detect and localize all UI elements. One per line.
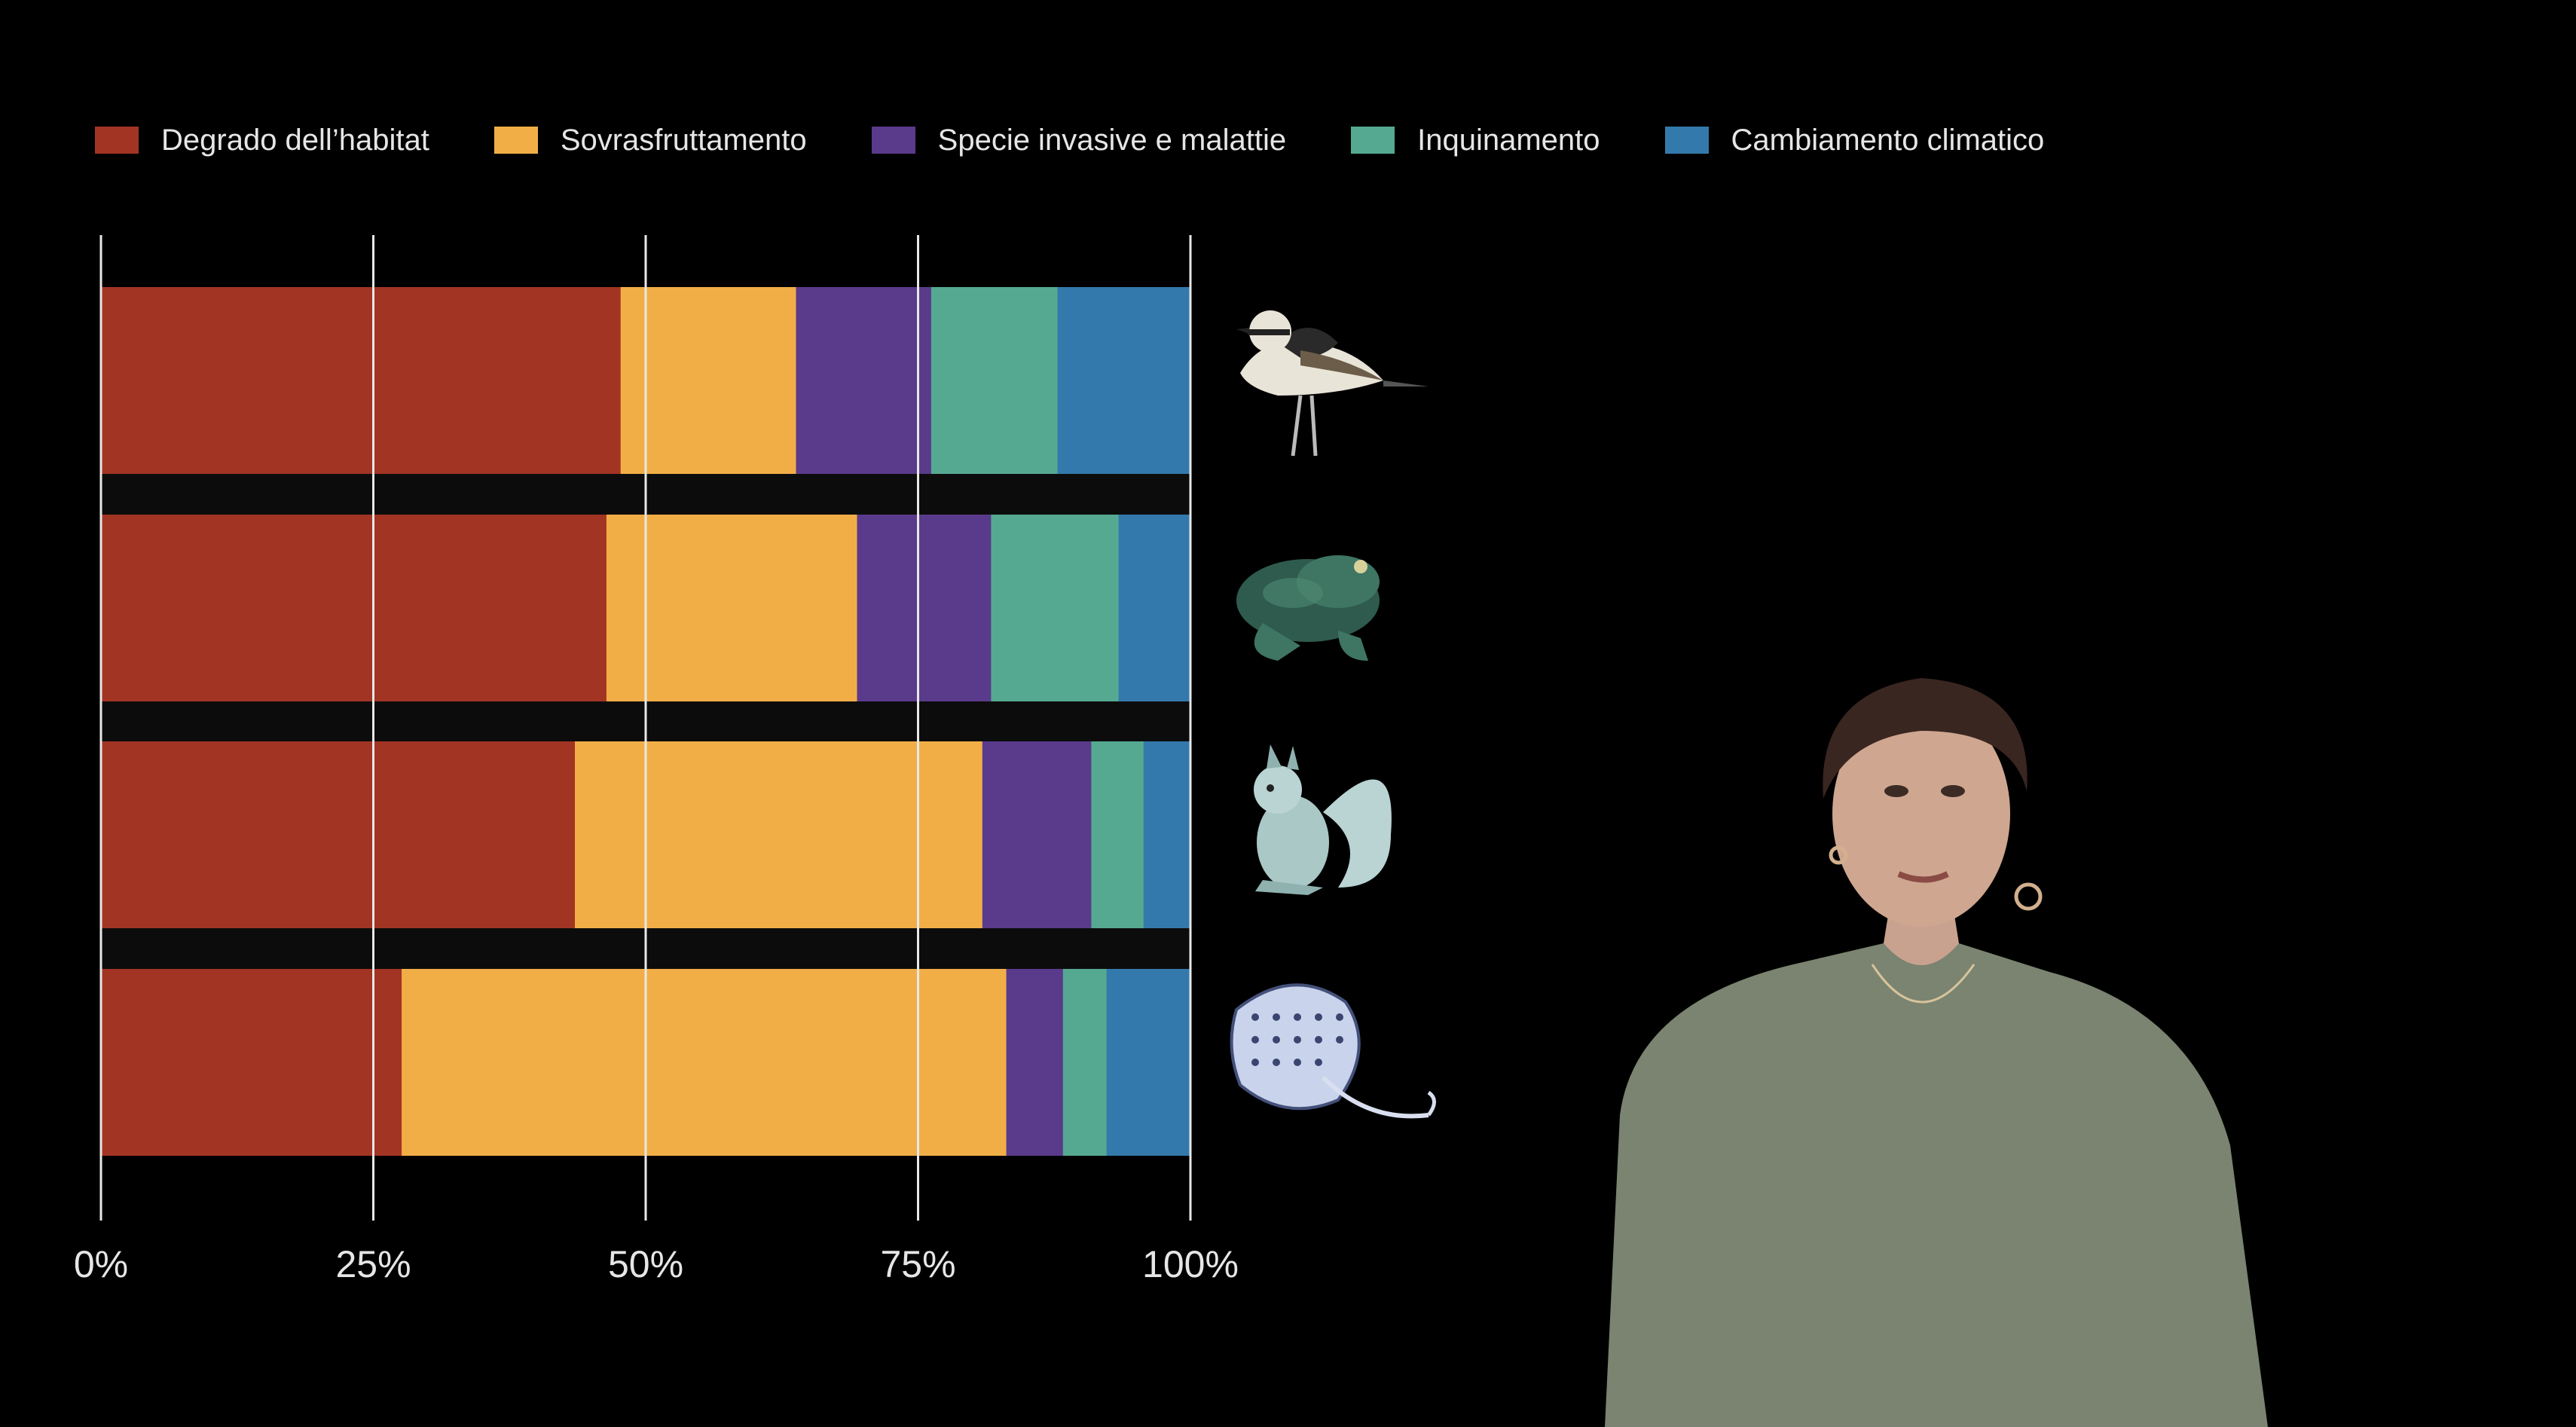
legend: Degrado dell’habitat Sovrasfruttamento S… [95, 119, 2109, 161]
bar-segment-squirrel-4 [1091, 741, 1144, 928]
bar-segment-squirrel-1 [101, 741, 576, 928]
bar-segment-stingray-3 [1006, 969, 1064, 1156]
bar-segment-stingray-4 [1062, 969, 1108, 1156]
toad-icon [1236, 555, 1380, 661]
presenter-video-figure [1605, 678, 2268, 1427]
legend-swatch [1351, 127, 1395, 154]
stingray-icon [1230, 983, 1436, 1119]
bar-segment-toad-4 [991, 515, 1120, 701]
legend-swatch [1664, 127, 1709, 154]
legend-label: Sovrasfruttamento [560, 123, 807, 157]
bar-segment-bird-2 [620, 287, 797, 474]
legend-label: Inquinamento [1417, 123, 1600, 157]
bar-segment-toad-5 [1118, 515, 1191, 701]
legend-item-overexploitation: Sovrasfruttamento [494, 124, 807, 157]
bird-icon [1236, 310, 1429, 457]
legend-label: Degrado dell’habitat [161, 123, 429, 157]
legend-item-climate: Cambiamento climatico [1664, 123, 2045, 157]
x-tick-label: 0% [74, 1243, 128, 1285]
x-tick-label: 100% [1142, 1243, 1239, 1285]
legend-item-habitat: Degrado dell’habitat [95, 124, 429, 157]
bar-segment-squirrel-3 [982, 741, 1092, 928]
legend-swatch [494, 127, 538, 154]
squirrel-icon [1254, 744, 1392, 895]
bar-segment-bird-5 [1057, 287, 1191, 474]
bar-segment-toad-2 [606, 515, 858, 701]
bar-segment-bird-4 [930, 287, 1059, 474]
x-tick-label: 25% [335, 1243, 411, 1285]
bar-segment-stingray-5 [1106, 969, 1191, 1156]
legend-label: Specie invasive e malattie [937, 123, 1287, 157]
bar-segment-stingray-1 [101, 969, 402, 1156]
bar-segment-bird-1 [101, 287, 622, 474]
bar-segment-toad-3 [857, 515, 992, 701]
legend-swatch [871, 127, 915, 154]
legend-item-pollution: Inquinamento [1351, 124, 1600, 157]
bar-segment-squirrel-5 [1143, 741, 1191, 928]
legend-item-invasive: Specie invasive e malattie [871, 123, 1287, 157]
legend-swatch [95, 127, 139, 154]
bar-segment-toad-1 [101, 515, 607, 701]
x-tick-label: 75% [880, 1243, 955, 1285]
bar-segment-stingray-2 [402, 969, 1007, 1156]
bar-segment-squirrel-2 [575, 741, 983, 928]
bar-segment-bird-3 [796, 287, 932, 474]
legend-label: Cambiamento climatico [1731, 123, 2045, 157]
x-tick-label: 50% [608, 1243, 683, 1285]
